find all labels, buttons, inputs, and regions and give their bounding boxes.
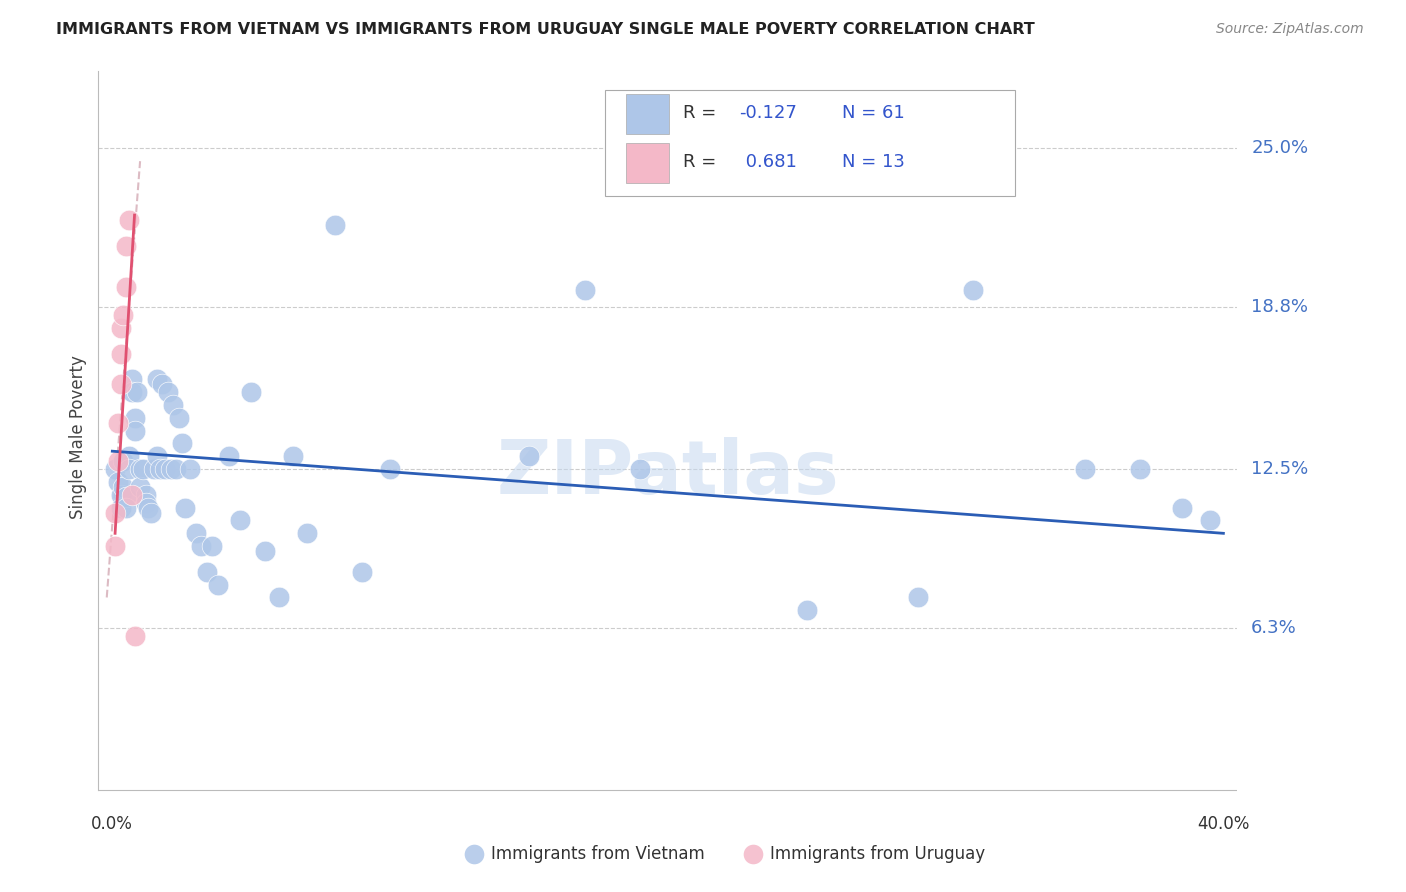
- FancyBboxPatch shape: [605, 90, 1015, 195]
- Point: [107, 475, 129, 489]
- Point: [281, 450, 304, 464]
- Point: [190, 539, 212, 553]
- Point: [118, 462, 141, 476]
- Point: [141, 506, 163, 520]
- Text: -0.127: -0.127: [740, 104, 797, 122]
- Point: [110, 377, 132, 392]
- Text: 18.8%: 18.8%: [1251, 299, 1308, 317]
- Point: [1170, 500, 1192, 515]
- Point: [135, 495, 157, 509]
- Point: [110, 321, 132, 335]
- Point: [110, 488, 132, 502]
- Point: [112, 480, 135, 494]
- Point: [1129, 462, 1152, 476]
- Point: [148, 462, 170, 476]
- Point: [254, 544, 277, 558]
- Text: N = 61: N = 61: [842, 104, 905, 122]
- Point: [127, 385, 149, 400]
- Point: [295, 526, 318, 541]
- Text: R =: R =: [683, 153, 721, 171]
- Text: N = 13: N = 13: [842, 153, 905, 171]
- Point: [1198, 514, 1220, 528]
- Point: [115, 239, 138, 253]
- Point: [138, 500, 160, 515]
- Point: [107, 416, 129, 430]
- Point: [145, 450, 167, 464]
- Point: [121, 385, 143, 400]
- Point: [118, 450, 141, 464]
- Text: 40.0%: 40.0%: [1197, 815, 1250, 833]
- Point: [129, 480, 152, 494]
- Point: [132, 462, 155, 476]
- Text: Immigrants from Uruguay: Immigrants from Uruguay: [770, 845, 986, 863]
- Point: [195, 565, 218, 579]
- Text: Source: ZipAtlas.com: Source: ZipAtlas.com: [1216, 22, 1364, 37]
- Point: [184, 526, 207, 541]
- Point: [110, 500, 132, 515]
- Point: [129, 462, 152, 476]
- Point: [796, 603, 818, 617]
- Point: [153, 462, 176, 476]
- Point: [162, 398, 184, 412]
- Point: [112, 454, 135, 468]
- Bar: [626, 143, 669, 183]
- Point: [110, 346, 132, 360]
- Point: [115, 491, 138, 505]
- Point: [574, 283, 596, 297]
- Point: [267, 591, 290, 605]
- Point: [104, 539, 127, 553]
- Point: [150, 377, 173, 392]
- Y-axis label: Single Male Poverty: Single Male Poverty: [69, 355, 87, 519]
- Text: 0.681: 0.681: [740, 153, 796, 171]
- Point: [159, 462, 181, 476]
- Point: [145, 372, 167, 386]
- Point: [240, 385, 263, 400]
- Point: [115, 280, 138, 294]
- Point: [124, 424, 146, 438]
- Point: [112, 308, 135, 322]
- Bar: [626, 94, 669, 134]
- Point: [218, 450, 240, 464]
- Point: [165, 462, 187, 476]
- Point: [179, 462, 201, 476]
- Point: [121, 372, 143, 386]
- Text: 6.3%: 6.3%: [1251, 619, 1296, 637]
- Point: [229, 514, 252, 528]
- Point: [173, 500, 195, 515]
- Point: [517, 450, 540, 464]
- Point: [107, 454, 129, 468]
- Point: [121, 488, 143, 502]
- Point: [201, 539, 224, 553]
- Point: [1073, 462, 1095, 476]
- Point: [104, 462, 127, 476]
- Point: [118, 213, 141, 227]
- Point: [170, 436, 193, 450]
- Text: ZIPatlas: ZIPatlas: [496, 437, 839, 510]
- Point: [115, 500, 138, 515]
- Point: [104, 506, 127, 520]
- Point: [352, 565, 374, 579]
- Point: [124, 629, 146, 643]
- Point: [962, 283, 984, 297]
- Text: IMMIGRANTS FROM VIETNAM VS IMMIGRANTS FROM URUGUAY SINGLE MALE POVERTY CORRELATI: IMMIGRANTS FROM VIETNAM VS IMMIGRANTS FR…: [56, 22, 1035, 37]
- Point: [378, 462, 401, 476]
- Point: [323, 219, 346, 233]
- Text: Immigrants from Vietnam: Immigrants from Vietnam: [491, 845, 704, 863]
- Text: 25.0%: 25.0%: [1251, 139, 1309, 157]
- Point: [907, 591, 929, 605]
- Text: 0.0%: 0.0%: [91, 815, 134, 833]
- Point: [207, 577, 229, 591]
- Point: [156, 385, 179, 400]
- Point: [124, 410, 146, 425]
- Point: [628, 462, 651, 476]
- Point: [167, 410, 190, 425]
- Point: [143, 462, 166, 476]
- Text: R =: R =: [683, 104, 721, 122]
- Text: 12.5%: 12.5%: [1251, 460, 1309, 478]
- Point: [135, 488, 157, 502]
